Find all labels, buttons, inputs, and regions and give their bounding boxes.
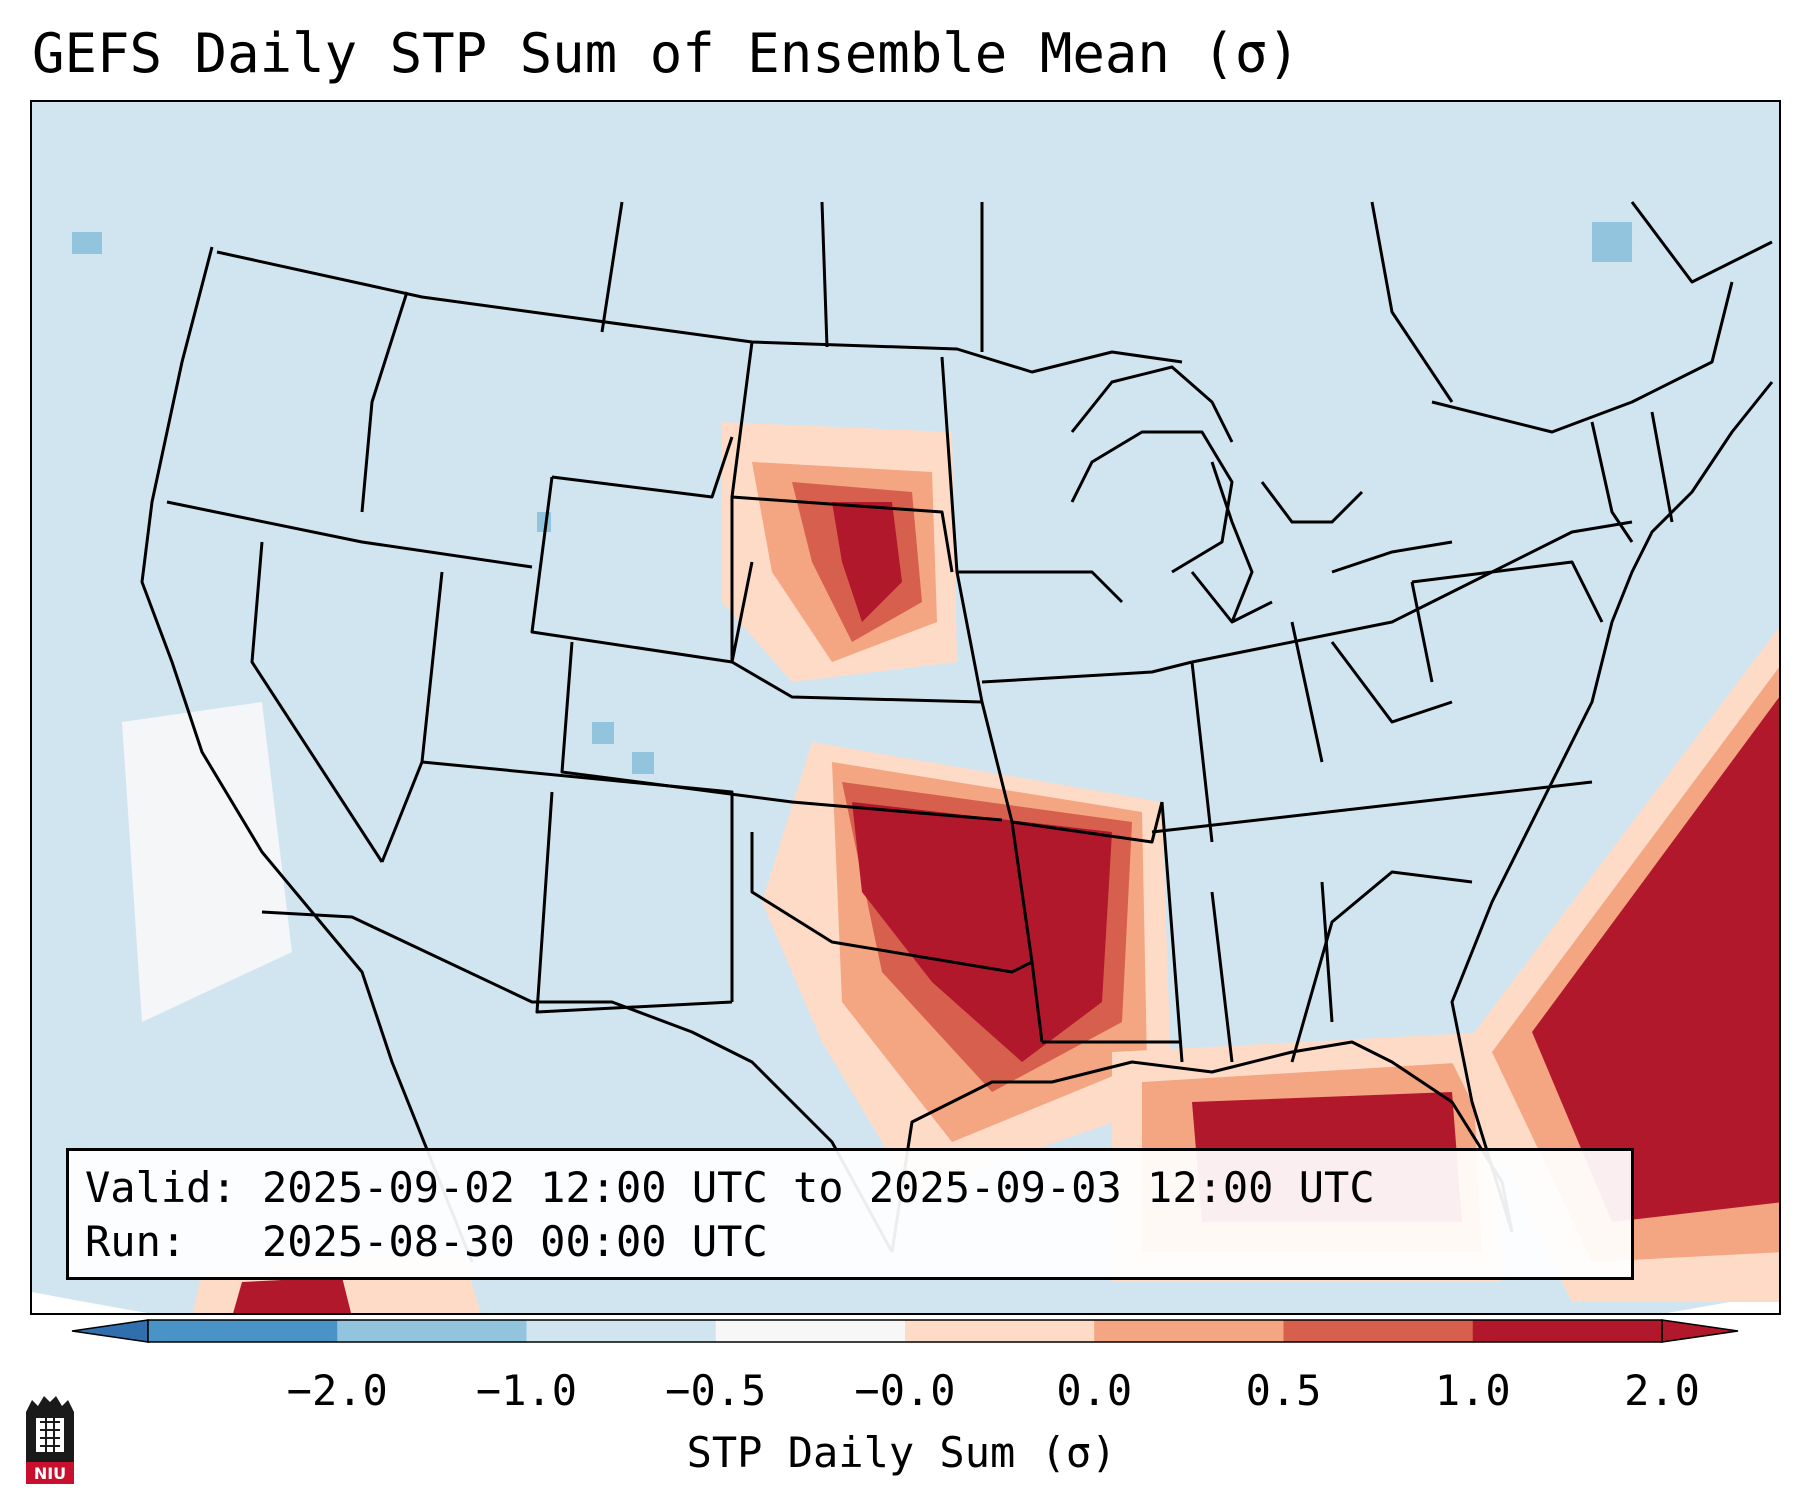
niu-logo: NIU xyxy=(26,1396,74,1484)
map-title: GEFS Daily STP Sum of Ensemble Mean (σ) xyxy=(32,22,1300,85)
valid-label: Valid: xyxy=(85,1163,237,1212)
colorbar-label: STP Daily Sum (σ) xyxy=(686,1428,1117,1477)
run-label: Run: xyxy=(85,1217,187,1266)
colorbar-segment xyxy=(1094,1320,1284,1342)
colorbar-tick-label: −0.5 xyxy=(665,1366,767,1415)
colorbar-tick-label: 2.0 xyxy=(1624,1366,1700,1415)
map-domain xyxy=(32,102,1779,1313)
colorbar-segment xyxy=(715,1320,906,1342)
valid-range: 2025-09-02 12:00 UTC to 2025-09-03 12:00… xyxy=(262,1163,1375,1212)
colorbar-tick-label: −0.0 xyxy=(854,1366,956,1415)
colorbar-tick-label: −2.0 xyxy=(286,1366,388,1415)
colorbar-extend-high xyxy=(1661,1319,1739,1343)
colorbar-tick-label: 1.0 xyxy=(1434,1366,1511,1415)
map-panel xyxy=(30,100,1781,1315)
colorbar-outline xyxy=(147,1319,1663,1343)
colorbar-extend-low xyxy=(71,1319,149,1343)
colorbar-segment xyxy=(148,1320,338,1342)
colorbar-segment xyxy=(1283,1320,1474,1342)
map-canvas xyxy=(32,102,1779,1313)
great-lakes xyxy=(1070,365,1453,623)
political-borders xyxy=(140,201,1774,1263)
valid-time-box: Valid: 2025-09-02 12:00 UTC to 2025-09-0… xyxy=(66,1148,1634,1280)
colorbar-segment xyxy=(905,1320,1095,1342)
colorbar-segment xyxy=(526,1320,717,1342)
svg-text:NIU: NIU xyxy=(34,1464,66,1483)
colorbar-tick-label: 0.0 xyxy=(1056,1366,1133,1415)
colorbar xyxy=(71,1319,1739,1343)
run-time: 2025-08-30 00:00 UTC xyxy=(262,1217,768,1266)
colorbar-tick-label: −1.0 xyxy=(475,1366,578,1415)
colorbar-segment xyxy=(337,1320,527,1342)
colorbar-segment xyxy=(1472,1320,1663,1342)
colorbar-tick-label: 0.5 xyxy=(1245,1366,1322,1415)
